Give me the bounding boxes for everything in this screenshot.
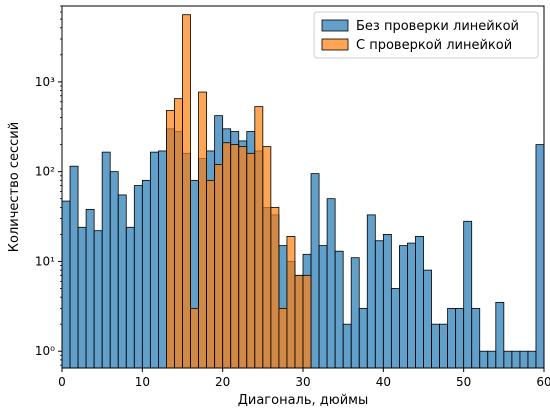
bar-with-ruler [198,91,207,369]
bar-with-ruler [270,206,280,369]
bar-without-ruler [117,194,127,369]
x-tick-label: 20 [215,375,230,389]
bar-without-ruler [415,236,424,369]
bar-without-ruler [310,173,320,369]
bar-without-ruler [61,200,71,369]
bar-without-ruler [390,288,400,369]
bar-without-ruler [503,350,513,369]
x-tick-label: 30 [295,375,310,389]
bar-without-ruler [366,214,376,369]
bar-without-ruler [455,307,465,369]
bar-with-ruler [302,274,312,369]
bar-without-ruler [77,226,87,369]
bar-with-ruler [182,14,191,369]
bar-with-ruler [278,307,288,369]
y-tick-label: 10¹ [35,254,55,268]
bar-without-ruler [398,245,408,369]
bar-without-ruler [318,245,328,369]
bar-with-ruler [238,146,248,369]
legend-swatch-with-ruler [321,38,349,51]
bar-without-ruler [535,144,545,369]
bar-with-ruler [254,106,264,369]
bar-without-ruler [519,350,529,369]
bar-without-ruler [109,171,119,369]
bar-with-ruler [206,179,216,369]
bar-with-ruler [262,146,272,369]
legend-box [313,11,539,59]
bar-without-ruler [471,307,481,369]
bar-with-ruler [166,110,175,369]
bar-with-ruler [222,142,232,369]
y-axis-label: Количество сессий [7,122,22,252]
bar-without-ruler [326,198,336,369]
x-axis-ticks: 0 10 20 30 40 50 60 [58,368,550,389]
bar-without-ruler [358,307,368,369]
bar-without-ruler [101,151,111,369]
bar-without-ruler [407,242,416,369]
bar-without-ruler [463,220,473,369]
bar-without-ruler [125,226,135,369]
bar-without-ruler [350,257,360,369]
x-tick-label: 60 [536,375,550,389]
y-tick-label: 10⁰ [35,344,55,358]
y-axis-ticks: 10⁰ 10¹ 10² 10³ [35,5,62,366]
bar-without-ruler [334,250,344,369]
bar-without-ruler [527,350,537,369]
series-with-ruler-bars [166,14,312,369]
bar-without-ruler [141,179,151,369]
bar-without-ruler [85,208,95,369]
bar-with-ruler [190,307,199,369]
bar-without-ruler [487,350,497,369]
legend-label-without-ruler: Без проверки линейкой [356,19,519,34]
bar-without-ruler [431,323,440,369]
legend-swatch-without-ruler [321,19,349,32]
y-tick-label: 10² [35,165,55,179]
bar-with-ruler [294,274,304,369]
bar-without-ruler [69,165,79,369]
x-tick-label: 40 [376,375,391,389]
bar-without-ruler [423,269,432,369]
bar-without-ruler [93,230,103,369]
x-tick-label: 50 [456,375,471,389]
bar-without-ruler [149,151,159,369]
bar-without-ruler [495,301,505,369]
bar-with-ruler [214,164,224,369]
bar-with-ruler [174,98,183,369]
bar-without-ruler [342,323,352,369]
legend-label-with-ruler: С проверкой линейкой [356,38,512,53]
bar-with-ruler [286,236,296,369]
bar-with-ruler [230,144,240,369]
legend: Без проверки линейкой С проверкой линейк… [313,11,539,59]
x-tick-label: 10 [135,375,150,389]
bar-with-ruler [246,152,256,369]
bar-without-ruler [479,350,489,369]
bar-without-ruler [439,323,449,369]
x-tick-label: 0 [58,375,66,389]
bar-without-ruler [374,240,384,369]
bar-without-ruler [133,185,143,369]
bar-without-ruler [382,234,392,369]
y-tick-label: 10³ [35,75,55,89]
bar-without-ruler [511,350,521,369]
x-axis-label: Диагональ, дюймы [238,393,369,408]
bar-without-ruler [157,150,167,369]
bar-without-ruler [447,307,457,369]
